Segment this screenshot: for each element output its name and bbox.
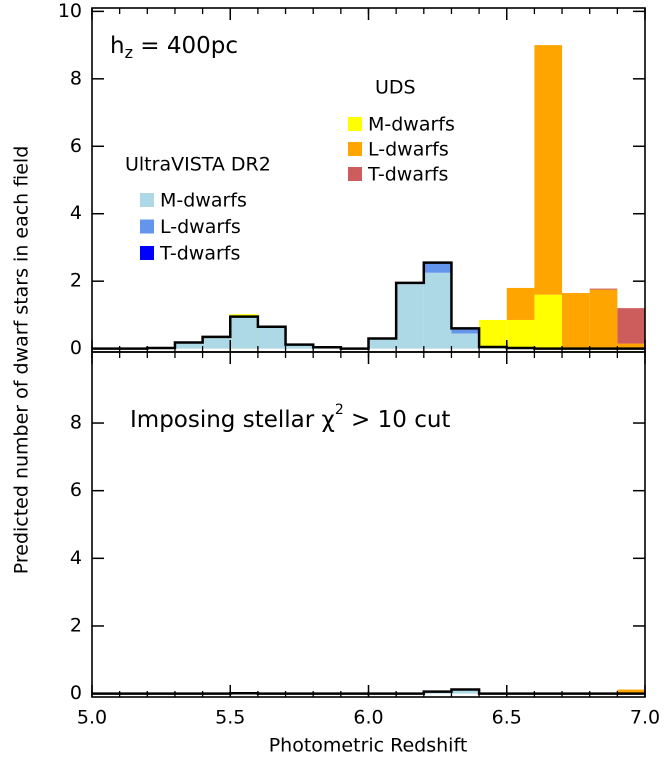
bar — [451, 328, 480, 334]
bar — [230, 316, 258, 349]
x-axis-label: Photometric Redshift — [269, 735, 468, 757]
annotation-part: χ — [322, 407, 335, 433]
bar — [506, 287, 535, 320]
legend-swatch — [140, 193, 154, 207]
histogram-outline — [92, 261, 645, 350]
y-tick-label: 0 — [70, 682, 82, 704]
y-axis-label: Predicted number of dwarf stars in each … — [11, 146, 33, 575]
legend-label: T-dwarfs — [159, 243, 240, 265]
annotation: Imposing stellar χ2 > 10 cut — [130, 402, 450, 433]
legend-label: M-dwarfs — [368, 114, 455, 136]
y-tick-label: 2 — [70, 614, 82, 636]
annotation-part: h — [110, 33, 125, 59]
y-tick-label: 0 — [70, 337, 82, 359]
bar — [451, 689, 480, 694]
x-tick-label: 6.0 — [353, 707, 383, 729]
bar — [368, 338, 397, 349]
y-tick-label: 6 — [70, 135, 82, 157]
bar — [534, 294, 563, 349]
legend-swatch — [348, 142, 362, 156]
annotation: hz = 400pc — [110, 33, 238, 62]
bar — [174, 342, 203, 349]
legend-swatch — [348, 117, 362, 131]
bar — [285, 344, 314, 349]
plot-frame — [91, 351, 646, 698]
y-tick-label: 2 — [70, 270, 82, 292]
x-tick-label: 5.0 — [77, 707, 107, 729]
legend-label: L-dwarfs — [160, 216, 241, 238]
bar — [257, 326, 286, 349]
bar — [589, 288, 618, 290]
annotation-part: = 400pc — [133, 33, 238, 59]
bar — [423, 272, 452, 349]
bar — [617, 689, 645, 694]
x-tick-label: 5.5 — [215, 707, 245, 729]
y-tick-label: 4 — [70, 202, 82, 224]
annotation-part: 2 — [335, 402, 344, 418]
y-tick-label: 8 — [70, 412, 82, 434]
bar — [451, 333, 480, 349]
legend-label: M-dwarfs — [160, 190, 247, 212]
bar — [562, 292, 590, 349]
x-tick-label: 6.5 — [492, 707, 522, 729]
y-tick-label: 10 — [58, 0, 82, 22]
legend-label: L-dwarfs — [368, 139, 449, 161]
bar — [202, 336, 231, 349]
bar — [479, 319, 507, 349]
bar — [396, 283, 424, 349]
y-tick-label: 4 — [70, 547, 82, 569]
legend-swatch — [140, 246, 154, 260]
y-tick-label: 6 — [70, 479, 82, 501]
legend-label: T-dwarfs — [367, 164, 448, 186]
y-tick-label: 8 — [70, 67, 82, 89]
bar — [423, 262, 452, 273]
annotation-part: > 10 cut — [344, 407, 451, 433]
x-tick-label: 7.0 — [630, 707, 660, 729]
legend-swatch — [140, 219, 154, 234]
histogram-outline — [92, 688, 645, 695]
bar — [534, 45, 563, 295]
bar — [589, 289, 618, 349]
legend-title: UltraVISTA DR2 — [125, 154, 271, 176]
annotation-part: z — [125, 43, 133, 62]
bar — [617, 308, 645, 344]
bar — [506, 319, 535, 349]
legend-title: UDS — [375, 77, 416, 99]
annotation-part: Imposing stellar — [130, 407, 322, 433]
bar — [617, 343, 645, 349]
legend-swatch — [348, 167, 362, 181]
